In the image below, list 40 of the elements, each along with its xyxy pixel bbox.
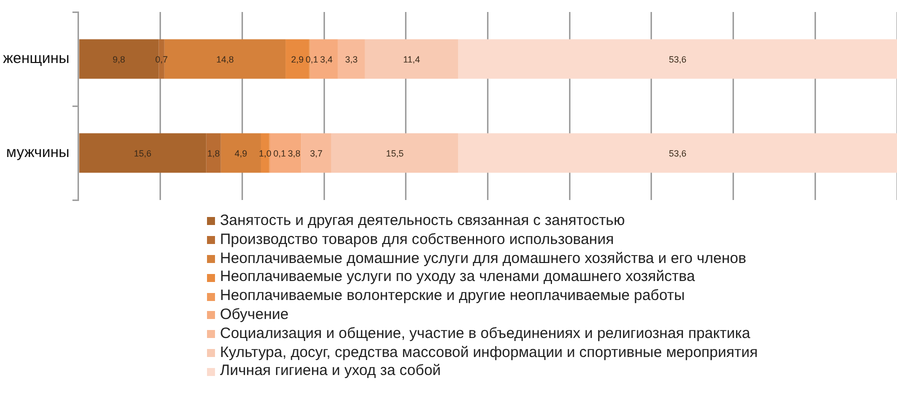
bar (364, 39, 458, 79)
data-label: 3,8 (288, 148, 300, 158)
legend-label: Неоплачиваемые услуги по уходу за членами домашнего хозяйства (220, 268, 695, 288)
bar (220, 133, 261, 173)
data-label: 1,0 (258, 148, 272, 158)
data-label: 0,1 (273, 148, 286, 158)
data-label: 1,8 (207, 148, 220, 158)
legend-label: Личная гигиена и уход за собой (220, 362, 441, 382)
bar (331, 133, 458, 173)
bar (458, 133, 897, 173)
data-label: 53,6 (668, 148, 686, 158)
y-tick-label: женщины (2, 50, 70, 68)
data-label: 3,3 (345, 54, 358, 64)
bar (260, 133, 270, 173)
bar (206, 133, 221, 173)
bar (79, 133, 206, 173)
legend-label: Производство товаров для собственного использования (220, 230, 614, 250)
bar (270, 133, 302, 173)
data-label: 9,8 (112, 54, 126, 64)
data-label: 0,1 (306, 54, 318, 64)
bar (301, 133, 332, 173)
data-label: 53,6 (668, 54, 686, 64)
data-label: 3,4 (320, 54, 333, 64)
legend-label: Неоплачиваемые домашние услуги для домашнего хозяйства и его членов (220, 250, 746, 268)
data-label: 2,9 (291, 54, 304, 64)
bar (338, 39, 365, 79)
data-label: 3,7 (310, 148, 322, 158)
data-label: 0,7 (155, 54, 168, 64)
data-label: 15,5 (386, 148, 404, 158)
legend-label: Неоплачиваемые волонтерские и другие неоплачиваемые работы (220, 287, 685, 306)
data-label: 14,8 (216, 54, 234, 64)
data-label: 11,4 (403, 54, 420, 64)
y-tick-label: мужчины (6, 144, 70, 162)
legend-label: Занятость и другая деятельность связанная с занятостью (220, 212, 625, 231)
legend-label: Социализация и общение, участие в объединениях и религиозная практика (220, 324, 750, 344)
legend-label: Обучение (220, 306, 289, 325)
data-label: 15,6 (134, 148, 152, 158)
legend-label: Культура, досуг, средства массовой информации и спортивные мероприятия (220, 344, 758, 362)
data-label: 4,9 (234, 148, 248, 158)
bar (458, 39, 897, 79)
